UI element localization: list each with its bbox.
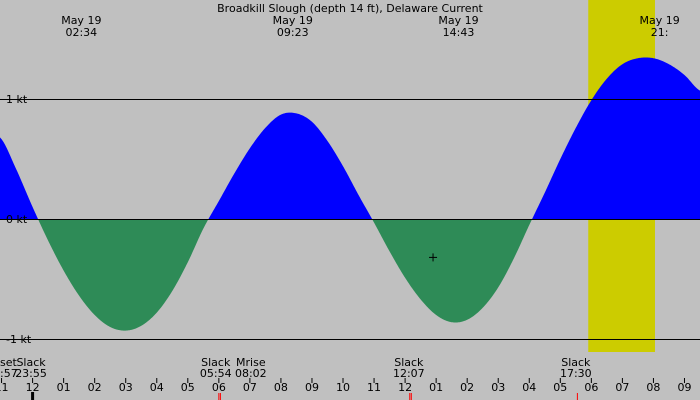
- x-tick-label-4: 03: [119, 381, 133, 394]
- x-tick-label-1: 12: [26, 381, 40, 394]
- x-tick-label-12: 11: [367, 381, 381, 394]
- x-tick-label-17: 04: [522, 381, 536, 394]
- x-tick-label-6: 05: [181, 381, 195, 394]
- x-tick-label-0: 11: [0, 381, 9, 394]
- top-time-label-0: 02:34: [65, 26, 97, 39]
- x-tick-label-11: 10: [336, 381, 350, 394]
- event-time-3: 08:02: [235, 367, 267, 380]
- x-tick-label-3: 02: [88, 381, 102, 394]
- ebb-area-0: [37, 219, 209, 331]
- reference-lines: [0, 99, 700, 340]
- y-tick-label-1: 0 kt: [6, 213, 28, 226]
- x-tick-label-7: 06: [212, 381, 226, 394]
- now-marker: [429, 253, 438, 262]
- y-tick-label-2: -1 kt: [6, 333, 32, 346]
- top-date-label-3: May 19: [640, 14, 680, 27]
- event-name-2: Slack: [201, 356, 231, 369]
- event-name-5: Slack: [561, 356, 591, 369]
- x-tick-label-21: 08: [646, 381, 660, 394]
- x-axis-ticks: 11 12 01 02 03 04 05 06 07 08 09 10 11 12 01 02 03 04 05 06…: [0, 378, 691, 400]
- axis-strip: [0, 352, 700, 400]
- top-date-label-2: May 19: [438, 14, 478, 27]
- x-tick-label-15: 02: [460, 381, 474, 394]
- event-time-0: :57: [0, 367, 18, 380]
- area-layer: [0, 57, 700, 331]
- x-tick-label-2: 01: [57, 381, 71, 394]
- chart-title: Broadkill Slough (depth 14 ft), Delaware…: [217, 2, 483, 15]
- ebb-area-1: [372, 219, 533, 323]
- event-time-1: 23:55: [15, 367, 47, 380]
- event-time-2: 05:54: [200, 367, 232, 380]
- x-tick-label-19: 06: [584, 381, 598, 394]
- x-tick-label-22: 09: [677, 381, 691, 394]
- event-name-3: Mrise: [236, 356, 266, 369]
- x-tick-label-18: 05: [553, 381, 567, 394]
- flood-area-2: [532, 57, 700, 220]
- top-time-label-3: 21:: [651, 26, 669, 39]
- event-name-4: Slack: [394, 356, 424, 369]
- x-tick-label-16: 03: [491, 381, 505, 394]
- y-axis-labels: 1 kt 0 kt -1 kt: [6, 93, 32, 346]
- x-tick-label-14: 01: [429, 381, 443, 394]
- event-name-1: Slack: [16, 356, 46, 369]
- event-time-5: 17:30: [560, 367, 592, 380]
- x-tick-label-10: 09: [305, 381, 319, 394]
- top-date-label-0: May 19: [61, 14, 101, 27]
- event-time-4: 12:07: [393, 367, 425, 380]
- x-tick-label-8: 07: [243, 381, 257, 394]
- x-tick-label-20: 07: [615, 381, 629, 394]
- top-time-label-1: 09:23: [277, 26, 309, 39]
- y-tick-label-0: 1 kt: [6, 93, 28, 106]
- event-name-0: set: [0, 356, 17, 369]
- top-time-label-2: 14:43: [443, 26, 475, 39]
- x-tick-label-9: 08: [274, 381, 288, 394]
- top-date-label-1: May 19: [273, 14, 313, 27]
- event-labels: set:57Slack23:55Slack05:54Mrise08:02Slac…: [0, 356, 592, 380]
- x-tick-label-13: 12: [398, 381, 412, 394]
- flood-area-0: [0, 137, 38, 219]
- flood-area-1: [208, 112, 373, 219]
- x-tick-label-5: 04: [150, 381, 164, 394]
